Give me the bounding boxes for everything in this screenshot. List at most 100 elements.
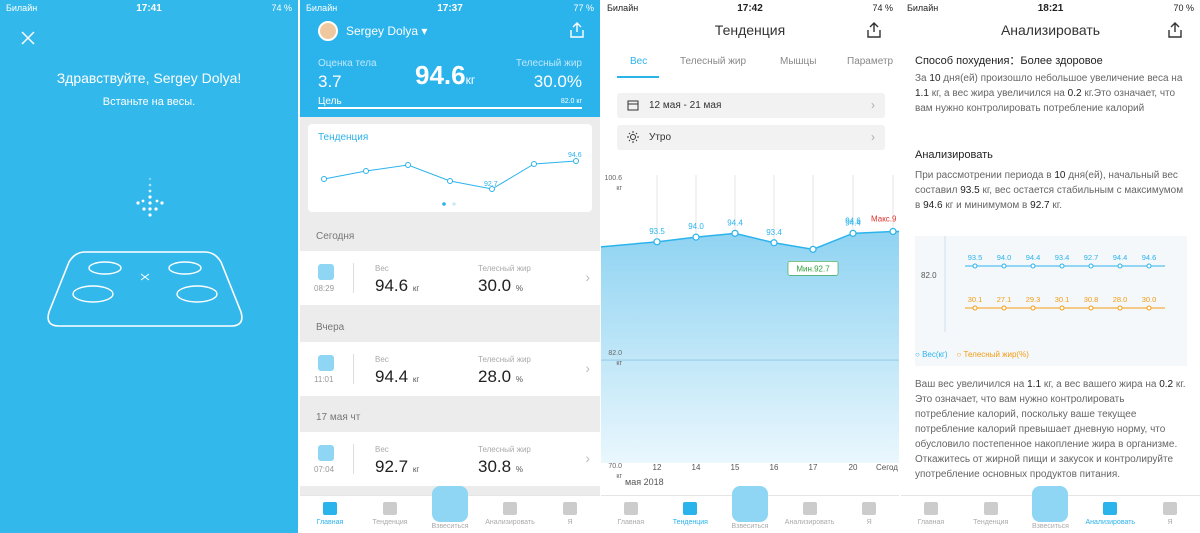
tab-analyze[interactable]: Анализировать <box>480 496 540 533</box>
x-tick-label: 20 <box>849 463 858 472</box>
measurement-row[interactable]: 07:04 Вес 92.7 кг Телесный жир 30.8 % › <box>300 432 600 486</box>
tab-analyze[interactable]: Анализировать <box>780 496 840 533</box>
trend-card-title: Тенденция <box>318 132 369 143</box>
user-switcher[interactable]: Sergey Dolya ▾ <box>346 24 427 38</box>
trend-icon <box>683 502 698 515</box>
legend-weight: ○ Вес(кг) <box>915 350 948 359</box>
greeting-text: Здравствуйте, Sergey Dolya! <box>56 70 242 86</box>
trend-card[interactable]: Тенденция 94.6 92.7 <box>308 124 592 212</box>
scale-icon <box>1032 486 1069 522</box>
tab-parameters[interactable]: Параметр <box>847 56 894 67</box>
chart-legend: ○ Вес(кг) ○ Телесный жир(%) <box>915 350 1029 359</box>
svg-text:92.7: 92.7 <box>484 181 498 188</box>
tab-home[interactable]: Главная <box>601 496 661 533</box>
weight-label: Вес <box>375 445 389 454</box>
chevron-right-icon: › <box>585 269 590 285</box>
fat-point <box>1030 305 1036 311</box>
tab-trend[interactable]: Тенденция <box>961 496 1021 533</box>
goal-progress-bar <box>318 107 582 109</box>
weight-point <box>1088 263 1094 269</box>
tab-profile[interactable]: Я <box>1140 496 1200 533</box>
section-title: Вчера <box>316 322 345 333</box>
status-bar: Билайн 17:37 77 % <box>300 0 600 16</box>
weight-label: Вес <box>375 264 389 273</box>
weight-label: 94.6 <box>1142 253 1157 262</box>
tab-weigh[interactable]: Взвеситься <box>420 486 480 533</box>
tab-bar: Главная Тенденция Взвеситься Анализирова… <box>601 486 899 533</box>
welcome-screen: Билайн 17:41 74 % Здравствуйте, Sergey D… <box>0 0 298 533</box>
tab-weigh[interactable]: Взвеситься <box>720 486 780 533</box>
data-point <box>809 245 817 253</box>
summary-header <box>300 0 600 117</box>
measurement-row[interactable]: 08:29 Вес 94.6 кг Телесный жир 30.0 % › <box>300 251 600 305</box>
tab-profile[interactable]: Я <box>839 496 899 533</box>
tab-bar: Главная Тенденция Взвеситься Анализирова… <box>300 486 600 533</box>
battery-level: 74 % <box>271 3 292 13</box>
tab-bar: Главная Тенденция Взвеситься Анализирова… <box>901 486 1200 533</box>
data-label: 94.0 <box>688 222 704 231</box>
calendar-icon <box>627 100 639 111</box>
weight-value: 92.7 кг <box>375 457 420 476</box>
chevron-right-icon: › <box>585 360 590 376</box>
clock: 17:41 <box>136 2 162 14</box>
home-icon <box>623 502 638 515</box>
x-tick-label: 12 <box>653 463 662 472</box>
fat-value: 28.0 % <box>478 367 523 386</box>
min-label: Мин.92.7 <box>796 264 830 273</box>
share-icon[interactable] <box>867 22 881 38</box>
close-icon[interactable] <box>20 30 36 46</box>
analyze-icon <box>503 502 517 515</box>
tab-home[interactable]: Главная <box>300 496 360 533</box>
tab-body-fat[interactable]: Телесный жир <box>680 56 747 67</box>
tab-home[interactable]: Главная <box>901 496 961 533</box>
smart-scale-icon <box>47 251 243 327</box>
advice-paragraph: Ваш вес увеличился на 1.1 кг, а вес ваше… <box>915 379 1186 480</box>
date-range-selector[interactable]: 12 мая - 21 мая › <box>617 93 885 118</box>
weight-value: 94.4 кг <box>375 367 420 386</box>
page-title: Анализировать <box>1000 22 1101 38</box>
data-label: 93.4 <box>766 228 782 237</box>
trend-sparkline: 94.6 92.7 <box>321 152 582 206</box>
analyze-icon <box>802 502 817 515</box>
body-score-value: 3.7 <box>318 72 342 91</box>
home-icon <box>323 502 337 515</box>
time-of-day-selector[interactable]: Утро › <box>617 125 885 150</box>
tab-muscle[interactable]: Мышцы <box>780 56 817 67</box>
data-point <box>849 229 857 237</box>
weight-area <box>601 231 899 463</box>
avatar[interactable] <box>318 21 338 41</box>
y-tick-label: 100.6 <box>604 175 622 182</box>
analyze-heading: Анализировать <box>915 149 993 161</box>
battery-level: 77 % <box>573 3 594 13</box>
measurement-row[interactable]: 11:01 Вес 94.4 кг Телесный жир 28.0 % › <box>300 342 600 396</box>
section-title: Сегодня <box>316 231 355 242</box>
user-name: Sergey Dolya <box>346 24 419 38</box>
person-icon <box>563 502 577 515</box>
data-point <box>692 233 700 241</box>
tab-analyze[interactable]: Анализировать <box>1080 496 1140 533</box>
person-icon <box>862 502 877 515</box>
chevron-down-icon: ▾ <box>421 24 428 38</box>
data-point <box>731 229 739 237</box>
tab-trend[interactable]: Тенденция <box>661 496 721 533</box>
tab-weigh[interactable]: Взвеситься <box>1021 486 1081 533</box>
summary-mini-chart: 82.0 93.5 94.0 94.4 93.4 92.7 94.4 94.6 30.1 27.1… <box>915 236 1187 366</box>
data-label: 93.5 <box>649 227 665 236</box>
data-label: 94.6 <box>845 216 861 225</box>
share-icon[interactable] <box>570 22 584 38</box>
section-title: 17 мая чт <box>316 412 361 423</box>
share-icon[interactable] <box>1168 22 1182 38</box>
weight-label: Вес <box>375 355 389 364</box>
carrier-name: Билайн <box>306 3 338 13</box>
tab-weight[interactable]: Вес <box>630 56 648 67</box>
scale-icon <box>318 355 334 371</box>
analyze-icon <box>1103 502 1118 515</box>
tab-profile[interactable]: Я <box>540 496 600 533</box>
scale-icon <box>432 486 468 522</box>
y-tick-unit: кг <box>616 185 622 192</box>
y-tick-unit: кг <box>616 473 622 480</box>
tab-trend[interactable]: Тенденция <box>360 496 420 533</box>
goal-value: 82.0 кг <box>560 98 582 105</box>
body-score-label: Оценка тела <box>318 58 377 69</box>
